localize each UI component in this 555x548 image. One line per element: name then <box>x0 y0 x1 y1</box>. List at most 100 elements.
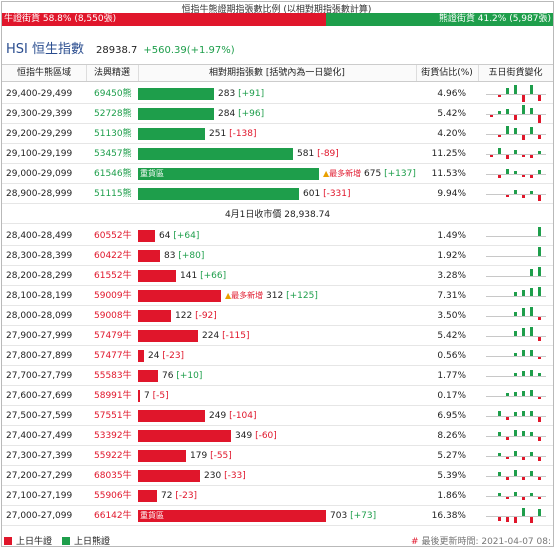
contracts-number: 179 <box>190 451 208 461</box>
sparkline-bar <box>538 509 541 516</box>
sparkline-bar <box>522 155 525 157</box>
table-row: 27,900-27,999 57479牛 224 [-115] 5.42% <box>2 326 553 346</box>
warrant-code-link[interactable]: 58991牛 <box>94 391 132 401</box>
warrant-code-link[interactable]: 57477牛 <box>94 351 132 361</box>
contracts-value: 24 [-23] <box>148 346 184 366</box>
asterisk-icon: # <box>411 537 419 547</box>
most-added-tag: ▲最多新增 <box>225 291 263 300</box>
table-row: 27,200-27,299 68035牛 230 [-33] 5.39% <box>2 466 553 486</box>
table-row: 27,300-27,399 55922牛 179 [-55] 5.27% <box>2 446 553 466</box>
share-percent: 5.27% <box>437 451 466 461</box>
five-day-sparkline <box>486 247 546 265</box>
sparkline-bar <box>538 195 541 201</box>
contracts-number: 122 <box>175 311 193 321</box>
contracts-value: 7 [-5] <box>144 386 169 406</box>
five-day-sparkline <box>486 407 546 425</box>
share-percent: 0.56% <box>437 351 466 361</box>
sparkline-bar <box>530 307 533 316</box>
share-percent: 9.94% <box>437 189 466 199</box>
sparkline-bar <box>498 148 501 154</box>
five-day-sparkline <box>486 327 546 345</box>
warrant-code-link[interactable]: 51130熊 <box>94 129 132 139</box>
table-row: 27,700-27,799 55583牛 76 [+10] 1.77% <box>2 366 553 386</box>
warrant-code-link[interactable]: 60552牛 <box>94 231 132 241</box>
table-row: 28,300-28,399 60422牛 83 [+80] 1.92% <box>2 246 553 266</box>
warrant-code-link[interactable]: 59009牛 <box>94 291 132 301</box>
warrant-code-link[interactable]: 53457熊 <box>94 149 132 159</box>
warrant-code-link[interactable]: 55583牛 <box>94 371 132 381</box>
sparkline-bar <box>538 373 541 376</box>
range-cell: 28,200-28,299 <box>6 271 73 281</box>
sparkline-bar <box>506 417 509 420</box>
warrant-code-link[interactable]: 59008牛 <box>94 311 132 321</box>
ratio-title: 恒指牛熊證期指張數比例 (以相對期指張數計算) <box>181 5 372 15</box>
sparkline-baseline <box>486 316 546 317</box>
warrant-code-link[interactable]: 68035牛 <box>94 471 132 481</box>
warrant-code-link[interactable]: 69450熊 <box>94 89 132 99</box>
contracts-change: [-23] <box>162 351 185 361</box>
five-day-sparkline <box>486 387 546 405</box>
sparkline-bar <box>498 175 501 178</box>
header-divider <box>416 65 417 81</box>
warrant-code-link[interactable]: 52728熊 <box>94 109 132 119</box>
sparkline-baseline <box>486 296 546 297</box>
sparkline-bar <box>538 417 541 422</box>
index-price: 28938.7 <box>96 45 138 56</box>
contracts-change: [-60] <box>255 431 277 441</box>
contracts-change: [-138] <box>229 129 257 139</box>
share-percent: 4.20% <box>437 129 466 139</box>
five-day-sparkline <box>486 467 546 485</box>
sparkline-bar <box>538 170 541 174</box>
sparkline-bar <box>522 477 525 480</box>
warrant-code-link[interactable]: 55906牛 <box>94 491 132 501</box>
range-cell: 27,200-27,299 <box>6 471 73 481</box>
sparkline-bar <box>538 227 541 236</box>
sparkline-bar <box>522 290 525 296</box>
share-percent: 4.96% <box>437 89 466 99</box>
sparkline-bar <box>498 472 501 476</box>
sparkline-baseline <box>486 194 546 195</box>
header-code: 法興精選 <box>93 68 130 78</box>
five-day-sparkline <box>486 185 546 203</box>
warrant-code-link[interactable]: 57479牛 <box>94 331 132 341</box>
table-row: 28,900-28,999 51115熊 601 [-331] 9.94% <box>2 184 553 204</box>
contracts-bar <box>138 88 214 100</box>
sparkline-bar <box>530 108 533 114</box>
sparkline-bar <box>506 437 509 440</box>
sparkline-bar <box>530 493 533 496</box>
sparkline-bar <box>530 191 533 194</box>
sparkline-bar <box>514 430 517 436</box>
sparkline-bar <box>498 95 501 97</box>
contracts-number: 283 <box>218 89 236 99</box>
contracts-bar <box>138 148 293 160</box>
contracts-bar <box>138 310 171 322</box>
sparkline-bar <box>522 195 525 198</box>
share-percent: 5.42% <box>437 331 466 341</box>
table-row: 27,400-27,499 53392牛 349 [-60] 8.26% <box>2 426 553 446</box>
share-percent: 11.25% <box>431 149 466 159</box>
share-percent: 8.26% <box>437 431 466 441</box>
legend: 上日牛證 上日熊證 <box>4 534 110 547</box>
sparkline-bar <box>506 457 509 459</box>
triangle-up-icon: ▲ <box>225 291 232 300</box>
sparkline-bar <box>514 128 517 134</box>
warrant-code-link[interactable]: 51115熊 <box>94 189 132 199</box>
contracts-value: 224 [-115] <box>202 326 250 346</box>
warrant-code-link[interactable]: 60422牛 <box>94 251 132 261</box>
sparkline-baseline <box>486 436 546 437</box>
warrant-code-link[interactable]: 61552牛 <box>94 271 132 281</box>
most-added-text: 最多新增 <box>329 169 362 178</box>
five-day-sparkline <box>486 507 546 525</box>
sparkline-bar <box>538 115 541 123</box>
five-day-sparkline <box>486 125 546 143</box>
most-added-text: 最多新增 <box>231 291 264 300</box>
warrant-code-link[interactable]: 53392牛 <box>94 431 132 441</box>
warrant-code-link[interactable]: 61546熊 <box>94 169 132 179</box>
sparkline-bar <box>514 312 517 316</box>
warrant-code-link[interactable]: 57551牛 <box>94 411 132 421</box>
sparkline-bar <box>538 287 541 296</box>
contracts-bar <box>138 230 155 242</box>
contracts-number: 251 <box>209 129 227 139</box>
warrant-code-link[interactable]: 55922牛 <box>94 451 132 461</box>
warrant-code-link[interactable]: 66142牛 <box>94 511 132 521</box>
